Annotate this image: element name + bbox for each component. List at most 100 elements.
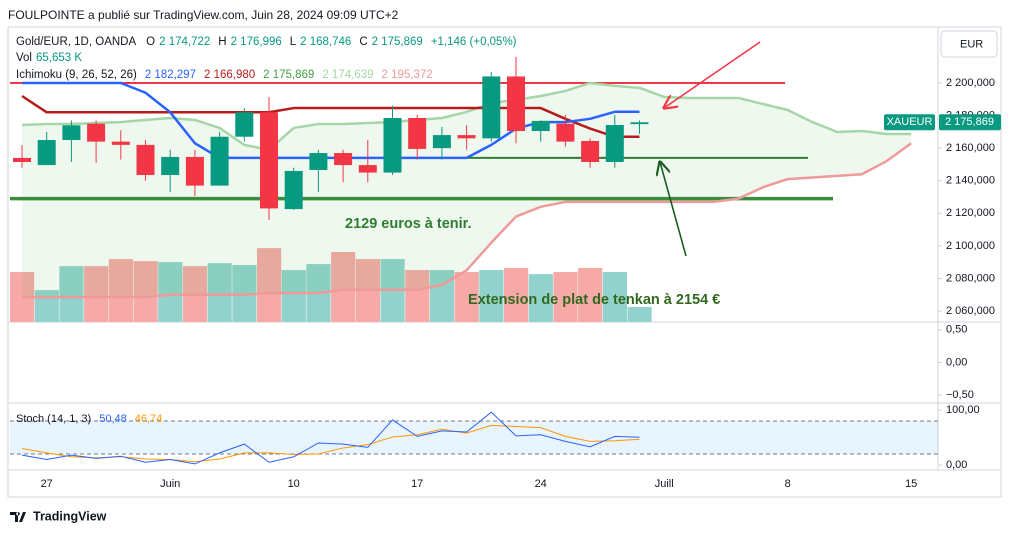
candle-body — [334, 153, 353, 166]
change: +1,146 (+0,05%) — [430, 36, 517, 48]
y-tick-label: −0,50 — [946, 389, 974, 401]
cloud — [22, 82, 912, 298]
candle-body — [507, 76, 525, 132]
volume-bar — [207, 263, 232, 322]
volume-bar — [429, 270, 455, 322]
publisher: FOULPOINTE a publié sur TradingView.com,… — [8, 8, 399, 22]
volume-bar — [158, 262, 183, 322]
ichimoku-value: 2 174,639 — [322, 69, 374, 81]
y-tick-label: 2 140,000 — [946, 175, 995, 187]
footer-logo — [10, 512, 26, 522]
volume-bar — [405, 270, 430, 322]
x-tick-label: 24 — [535, 478, 547, 490]
ohlc-value: 2 175,869 — [371, 36, 423, 48]
publisher-line: FOULPOINTE a publié sur TradingView.com,… — [8, 8, 398, 22]
stoch-legend: Stoch (14, 1, 3) 50,48 46,74 — [16, 413, 162, 425]
ichimoku-value: 2 195,372 — [381, 69, 433, 81]
candle-body — [161, 156, 180, 176]
ohlc-value: 2 176,996 — [230, 36, 282, 48]
volume-bar — [108, 259, 133, 322]
candle-body — [581, 140, 600, 162]
annotation: Extension de plat de tenkan à 2154 € — [468, 292, 721, 308]
candle-body — [136, 144, 155, 176]
volume-bar — [602, 272, 627, 322]
x-tick-label: Juill — [655, 478, 674, 490]
candle-body — [432, 135, 451, 149]
vol-value: 65,653 K — [36, 52, 83, 64]
candle-body — [260, 112, 278, 209]
x-tick-label: Juin — [160, 478, 180, 490]
annotation: 2129 euros à tenir. — [345, 216, 472, 232]
ichimoku-line — [21, 81, 912, 152]
volume-bar — [454, 272, 479, 322]
main-pane — [10, 56, 912, 322]
x-tick-label: 8 — [785, 478, 791, 490]
candle-body — [605, 124, 624, 162]
x-tick-label: 17 — [411, 478, 423, 490]
y-tick-label: 2 120,000 — [946, 207, 995, 219]
ohlc-key: L — [289, 36, 297, 48]
currency-button[interactable] — [940, 30, 998, 58]
ichimoku-value: 2 166,980 — [203, 69, 256, 81]
candle-body — [408, 117, 427, 149]
candle-body — [457, 135, 476, 139]
symbol: Gold/EUR, 1D, OANDA — [16, 36, 137, 48]
footer-brand: TradingView — [33, 509, 107, 523]
frame — [7, 26, 1002, 498]
ichimoku-legend: Ichimoku (9, 26, 52, 26) 2 182,297 2 166,… — [16, 69, 433, 81]
y-tick-label: 0,50 — [946, 324, 967, 336]
ichimoku-line — [21, 94, 640, 139]
volume-bar — [257, 248, 282, 322]
candle-body — [358, 165, 377, 173]
red-arrow — [664, 41, 761, 108]
candle-body — [556, 123, 575, 142]
x-tick-label: 27 — [41, 478, 53, 490]
stoch-value: 50,48 — [99, 413, 127, 425]
y-tick-label: 2 200,000 — [946, 77, 995, 89]
vol-name: Vol — [16, 52, 32, 64]
y-tick-label: 2 160,000 — [946, 142, 995, 154]
volume-bar — [281, 270, 306, 322]
ichimoku-name: Ichimoku (9, 26, 52, 26) — [16, 69, 137, 81]
volume-bar — [578, 267, 603, 322]
candle-body — [37, 139, 56, 166]
candle-body — [383, 117, 402, 173]
symbol-tag: XAUEUR — [887, 116, 933, 128]
y-tick-label: 0,00 — [946, 356, 967, 368]
ohlc-key: H — [218, 36, 227, 48]
y-tick-label: 100,00 — [946, 404, 980, 416]
volume-bar — [34, 290, 59, 322]
ohlc-key: O — [146, 36, 156, 48]
ichimoku-value: 2 175,869 — [263, 69, 315, 81]
y-tick-label: 2 060,000 — [946, 305, 995, 317]
volume-bar — [84, 266, 109, 322]
volume-legend: Vol 65,653 K — [16, 52, 82, 64]
symbol-tag-bg — [884, 114, 935, 131]
ohlc-value: 2 168,746 — [300, 36, 352, 48]
price-tag: 2 175,869 — [945, 116, 994, 128]
price-tag-bg — [939, 114, 1001, 131]
currency[interactable]: EUR — [960, 38, 983, 50]
volume-bar — [59, 266, 84, 322]
candle-body — [13, 157, 31, 162]
x-tick-label: 10 — [288, 478, 300, 490]
volume-bar — [504, 267, 529, 322]
candle-body — [235, 112, 254, 137]
ohlc-key: C — [359, 36, 368, 48]
volume-bar — [331, 252, 356, 322]
volume-bar — [528, 274, 553, 322]
stoch-k — [21, 411, 640, 465]
y-tick-label: 0,00 — [946, 459, 967, 471]
volume-bar — [627, 307, 652, 322]
ichimoku-value: 2 182,297 — [144, 69, 196, 81]
candle-body — [531, 120, 550, 132]
volume-bar — [553, 272, 578, 322]
stoch-value: 46,74 — [134, 413, 163, 425]
ohlc-value: 2 174,722 — [159, 36, 211, 48]
candle-body — [482, 76, 501, 139]
green-arrow — [660, 162, 687, 257]
candle-body — [284, 170, 303, 210]
